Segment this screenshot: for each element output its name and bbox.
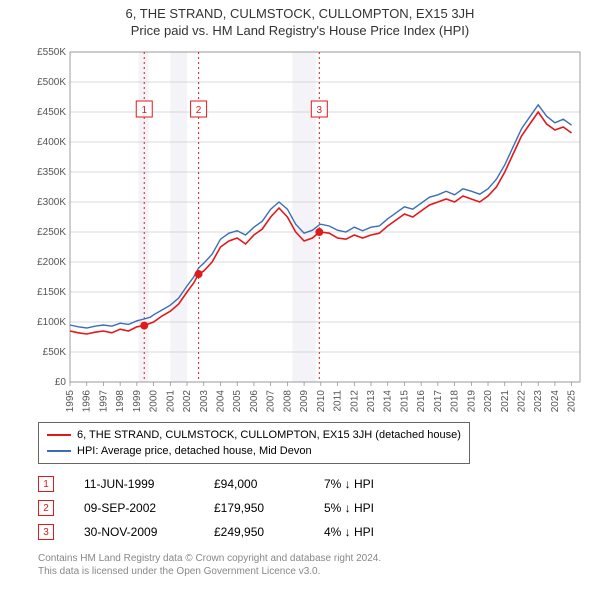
footnote-line1: Contains HM Land Registry data © Crown c… [38,552,600,565]
svg-text:1995: 1995 [65,390,76,412]
svg-text:2020: 2020 [483,390,494,412]
sale-marker-3: 3 [38,524,54,540]
chart-title-address: 6, THE STRAND, CULMSTOCK, CULLOMPTON, EX… [0,0,600,21]
legend-swatch-property [47,434,71,436]
svg-text:2: 2 [196,105,202,116]
svg-text:2013: 2013 [366,390,377,412]
svg-text:£450K: £450K [37,107,66,118]
svg-text:1997: 1997 [98,390,109,412]
svg-text:2011: 2011 [333,390,344,412]
legend-swatch-hpi [47,450,71,452]
sale-date: 30-NOV-2009 [84,525,184,539]
svg-text:3: 3 [317,105,323,116]
svg-text:1: 1 [141,105,147,116]
svg-text:2008: 2008 [282,390,293,412]
svg-text:2006: 2006 [249,390,260,412]
svg-text:£250K: £250K [37,227,66,238]
svg-text:2005: 2005 [232,390,243,412]
sale-diff: 7% ↓ HPI [324,477,414,491]
svg-text:£150K: £150K [37,287,66,298]
svg-text:1996: 1996 [82,390,93,412]
svg-text:£300K: £300K [37,197,66,208]
svg-text:£550K: £550K [37,47,66,58]
sale-date: 09-SEP-2002 [84,501,184,515]
svg-text:£50K: £50K [43,347,67,358]
chart-plot-area: £0 £50K £100K £150K £200K £250K £300K £350K £400… [30,42,590,412]
svg-text:£200K: £200K [37,257,66,268]
svg-text:2019: 2019 [466,390,477,412]
sale-row: 3 30-NOV-2009 £249,950 4% ↓ HPI [38,520,600,544]
legend-row-property: 6, THE STRAND, CULMSTOCK, CULLOMPTON, EX… [47,427,461,443]
svg-text:2021: 2021 [500,390,511,412]
footnote-line2: This data is licensed under the Open Gov… [38,565,600,578]
svg-text:2010: 2010 [316,390,327,412]
svg-text:2022: 2022 [516,390,527,412]
sale-price: £249,950 [214,525,294,539]
svg-text:2002: 2002 [182,390,193,412]
sale-diff: 4% ↓ HPI [324,525,414,539]
sales-table: 1 11-JUN-1999 £94,000 7% ↓ HPI 2 09-SEP-… [38,472,600,544]
svg-text:£500K: £500K [37,77,66,88]
svg-text:2001: 2001 [165,390,176,412]
svg-text:2000: 2000 [149,390,160,412]
legend-row-hpi: HPI: Average price, detached house, Mid … [47,443,461,459]
svg-text:2015: 2015 [399,390,410,412]
sale-marker-1: 1 [38,476,54,492]
sale-date: 11-JUN-1999 [84,477,184,491]
svg-text:£0: £0 [55,377,67,388]
svg-text:1998: 1998 [115,390,126,412]
svg-text:2003: 2003 [199,390,210,412]
svg-text:2023: 2023 [533,390,544,412]
sale-row: 2 09-SEP-2002 £179,950 5% ↓ HPI [38,496,600,520]
svg-text:2017: 2017 [433,390,444,412]
svg-text:2004: 2004 [215,390,226,412]
footnote: Contains HM Land Registry data © Crown c… [38,552,600,578]
line-chart-svg: £0 £50K £100K £150K £200K £250K £300K £350K £400… [30,42,590,412]
chart-subtitle: Price paid vs. HM Land Registry's House … [0,21,600,42]
svg-text:1999: 1999 [132,390,143,412]
svg-text:2025: 2025 [567,390,578,412]
svg-text:2007: 2007 [266,390,277,412]
svg-text:£350K: £350K [37,167,66,178]
legend-label-hpi: HPI: Average price, detached house, Mid … [77,443,312,459]
sale-price: £94,000 [214,477,294,491]
svg-text:2012: 2012 [349,390,360,412]
svg-text:2024: 2024 [550,390,561,412]
sale-diff: 5% ↓ HPI [324,501,414,515]
svg-text:2016: 2016 [416,390,427,412]
svg-text:2009: 2009 [299,390,310,412]
legend-label-property: 6, THE STRAND, CULMSTOCK, CULLOMPTON, EX… [77,427,461,443]
svg-text:£100K: £100K [37,317,66,328]
svg-text:2014: 2014 [383,390,394,412]
sale-marker-2: 2 [38,500,54,516]
sale-price: £179,950 [214,501,294,515]
svg-text:2018: 2018 [450,390,461,412]
svg-text:£400K: £400K [37,137,66,148]
chart-legend: 6, THE STRAND, CULMSTOCK, CULLOMPTON, EX… [38,422,470,464]
sale-row: 1 11-JUN-1999 £94,000 7% ↓ HPI [38,472,600,496]
